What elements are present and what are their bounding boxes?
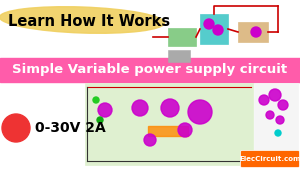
Circle shape [276,116,284,124]
FancyBboxPatch shape [241,151,299,167]
Bar [200,14,228,44]
Bar [0,58,300,82]
Circle shape [259,95,269,105]
Circle shape [161,99,179,117]
Circle shape [278,100,288,110]
Circle shape [213,25,223,35]
Circle shape [132,100,148,116]
Circle shape [178,123,192,137]
Text: 0-30V 2A: 0-30V 2A [35,121,106,135]
Circle shape [204,19,214,29]
Text: Learn How It Works: Learn How It Works [8,15,170,30]
Circle shape [266,111,274,119]
Bar [168,50,190,62]
Circle shape [188,100,212,124]
Text: Simple Variable power supply circuit: Simple Variable power supply circuit [12,64,288,77]
Bar [238,22,268,42]
Ellipse shape [0,7,164,33]
Circle shape [98,103,112,117]
Circle shape [2,114,30,142]
Circle shape [93,97,99,103]
Circle shape [269,89,281,101]
Bar [168,28,196,46]
Circle shape [144,134,156,146]
Circle shape [97,117,103,123]
Circle shape [251,27,261,37]
Circle shape [275,130,281,136]
Text: ElecCircuit.com: ElecCircuit.com [239,156,300,162]
Bar [148,126,188,136]
Bar [85,83,253,165]
Bar [254,83,298,153]
